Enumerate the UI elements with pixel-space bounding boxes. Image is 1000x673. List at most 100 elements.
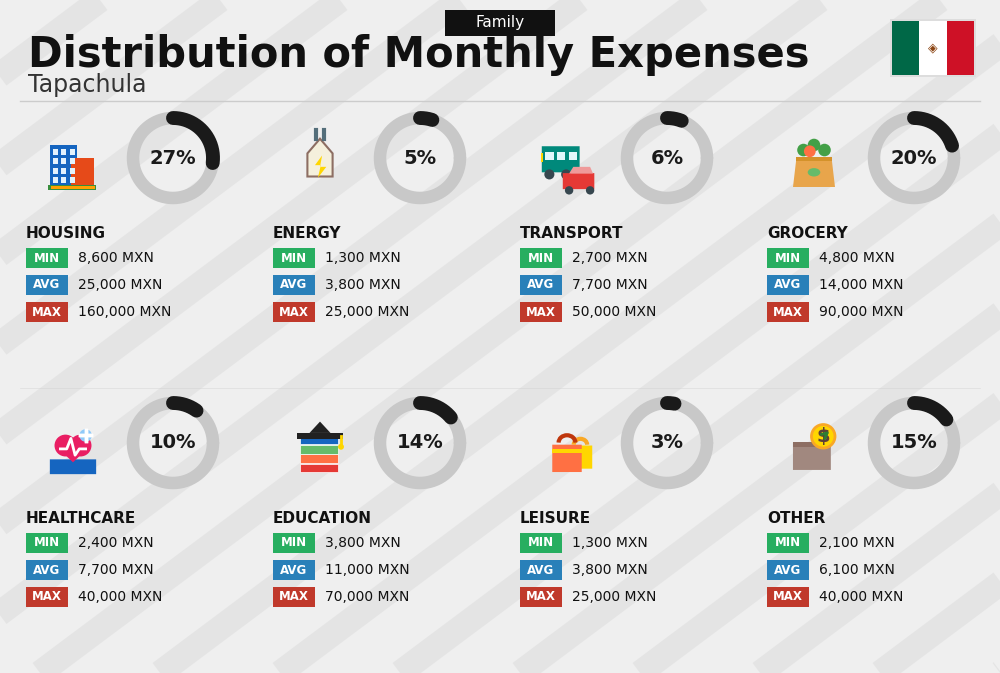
FancyBboxPatch shape bbox=[520, 275, 562, 295]
FancyBboxPatch shape bbox=[53, 168, 58, 174]
Text: AVG: AVG bbox=[280, 279, 308, 291]
Text: 3%: 3% bbox=[650, 433, 684, 452]
Text: MIN: MIN bbox=[775, 536, 801, 549]
Text: AVG: AVG bbox=[527, 563, 555, 577]
FancyBboxPatch shape bbox=[53, 149, 58, 155]
Text: 4,800 MXN: 4,800 MXN bbox=[819, 251, 895, 265]
Text: 1,300 MXN: 1,300 MXN bbox=[325, 251, 401, 265]
Text: AVG: AVG bbox=[527, 279, 555, 291]
FancyBboxPatch shape bbox=[767, 587, 809, 607]
Text: 3,800 MXN: 3,800 MXN bbox=[572, 563, 648, 577]
FancyBboxPatch shape bbox=[520, 560, 562, 580]
Circle shape bbox=[808, 139, 820, 151]
Text: 70,000 MXN: 70,000 MXN bbox=[325, 590, 409, 604]
FancyBboxPatch shape bbox=[796, 157, 832, 161]
Text: AVG: AVG bbox=[33, 279, 61, 291]
Circle shape bbox=[565, 186, 573, 194]
FancyBboxPatch shape bbox=[300, 464, 338, 472]
Text: MAX: MAX bbox=[773, 306, 803, 318]
Text: HEALTHCARE: HEALTHCARE bbox=[26, 511, 136, 526]
Text: 14%: 14% bbox=[397, 433, 443, 452]
Text: 27%: 27% bbox=[150, 149, 196, 168]
Text: Distribution of Monthly Expenses: Distribution of Monthly Expenses bbox=[28, 34, 810, 76]
FancyBboxPatch shape bbox=[70, 177, 75, 183]
Text: MIN: MIN bbox=[528, 252, 554, 264]
FancyBboxPatch shape bbox=[26, 560, 68, 580]
FancyBboxPatch shape bbox=[273, 248, 315, 268]
Circle shape bbox=[338, 444, 344, 450]
FancyBboxPatch shape bbox=[273, 560, 315, 580]
Text: MAX: MAX bbox=[526, 306, 556, 318]
Polygon shape bbox=[793, 158, 835, 187]
FancyBboxPatch shape bbox=[767, 560, 809, 580]
FancyBboxPatch shape bbox=[445, 10, 555, 36]
Text: LEISURE: LEISURE bbox=[520, 511, 591, 526]
Text: 14,000 MXN: 14,000 MXN bbox=[819, 278, 904, 292]
FancyBboxPatch shape bbox=[767, 275, 809, 295]
FancyBboxPatch shape bbox=[71, 157, 94, 187]
Text: 3,800 MXN: 3,800 MXN bbox=[325, 278, 401, 292]
Text: AVG: AVG bbox=[774, 563, 802, 577]
Text: 8,600 MXN: 8,600 MXN bbox=[78, 251, 154, 265]
FancyBboxPatch shape bbox=[892, 21, 919, 75]
FancyBboxPatch shape bbox=[50, 145, 77, 187]
Ellipse shape bbox=[808, 168, 820, 176]
FancyBboxPatch shape bbox=[61, 158, 66, 164]
FancyBboxPatch shape bbox=[552, 445, 582, 472]
FancyBboxPatch shape bbox=[297, 433, 343, 439]
Text: MAX: MAX bbox=[773, 590, 803, 604]
Text: Tapachula: Tapachula bbox=[28, 73, 146, 97]
Text: 1,300 MXN: 1,300 MXN bbox=[572, 536, 648, 550]
FancyBboxPatch shape bbox=[70, 168, 75, 174]
Text: MIN: MIN bbox=[34, 252, 60, 264]
FancyBboxPatch shape bbox=[26, 275, 68, 295]
FancyBboxPatch shape bbox=[48, 185, 96, 190]
Text: TRANSPORT: TRANSPORT bbox=[520, 226, 624, 241]
FancyBboxPatch shape bbox=[53, 158, 58, 164]
Text: MAX: MAX bbox=[32, 590, 62, 604]
Text: 15%: 15% bbox=[891, 433, 937, 452]
FancyBboxPatch shape bbox=[520, 302, 562, 322]
Text: 2,100 MXN: 2,100 MXN bbox=[819, 536, 895, 550]
Text: MAX: MAX bbox=[32, 306, 62, 318]
FancyBboxPatch shape bbox=[545, 152, 554, 160]
FancyBboxPatch shape bbox=[26, 302, 68, 322]
Text: 25,000 MXN: 25,000 MXN bbox=[325, 305, 409, 319]
FancyBboxPatch shape bbox=[300, 445, 338, 454]
FancyBboxPatch shape bbox=[273, 533, 315, 553]
Text: MIN: MIN bbox=[281, 252, 307, 264]
FancyBboxPatch shape bbox=[890, 19, 976, 77]
Text: 2,700 MXN: 2,700 MXN bbox=[572, 251, 648, 265]
Text: 7,700 MXN: 7,700 MXN bbox=[78, 563, 154, 577]
FancyBboxPatch shape bbox=[569, 152, 577, 160]
FancyBboxPatch shape bbox=[300, 436, 338, 444]
FancyBboxPatch shape bbox=[61, 177, 66, 183]
Text: MIN: MIN bbox=[528, 536, 554, 549]
Text: Family: Family bbox=[475, 15, 525, 30]
Circle shape bbox=[544, 170, 554, 180]
Text: 2,400 MXN: 2,400 MXN bbox=[78, 536, 154, 550]
FancyBboxPatch shape bbox=[61, 168, 66, 174]
FancyBboxPatch shape bbox=[563, 173, 594, 189]
Text: MIN: MIN bbox=[34, 536, 60, 549]
FancyBboxPatch shape bbox=[520, 587, 562, 607]
Text: MIN: MIN bbox=[775, 252, 801, 264]
Polygon shape bbox=[569, 167, 593, 174]
FancyBboxPatch shape bbox=[53, 177, 58, 183]
FancyBboxPatch shape bbox=[50, 460, 96, 474]
Text: EDUCATION: EDUCATION bbox=[273, 511, 372, 526]
FancyBboxPatch shape bbox=[793, 443, 831, 470]
Circle shape bbox=[804, 145, 816, 157]
Text: 5%: 5% bbox=[403, 149, 437, 168]
Text: 50,000 MXN: 50,000 MXN bbox=[572, 305, 656, 319]
Text: MIN: MIN bbox=[281, 536, 307, 549]
FancyBboxPatch shape bbox=[70, 158, 75, 164]
FancyBboxPatch shape bbox=[767, 533, 809, 553]
Circle shape bbox=[55, 435, 76, 456]
FancyBboxPatch shape bbox=[947, 21, 974, 75]
Text: $: $ bbox=[816, 427, 830, 446]
Polygon shape bbox=[310, 421, 330, 433]
Text: MAX: MAX bbox=[279, 306, 309, 318]
Text: 6,100 MXN: 6,100 MXN bbox=[819, 563, 895, 577]
Circle shape bbox=[561, 170, 571, 180]
